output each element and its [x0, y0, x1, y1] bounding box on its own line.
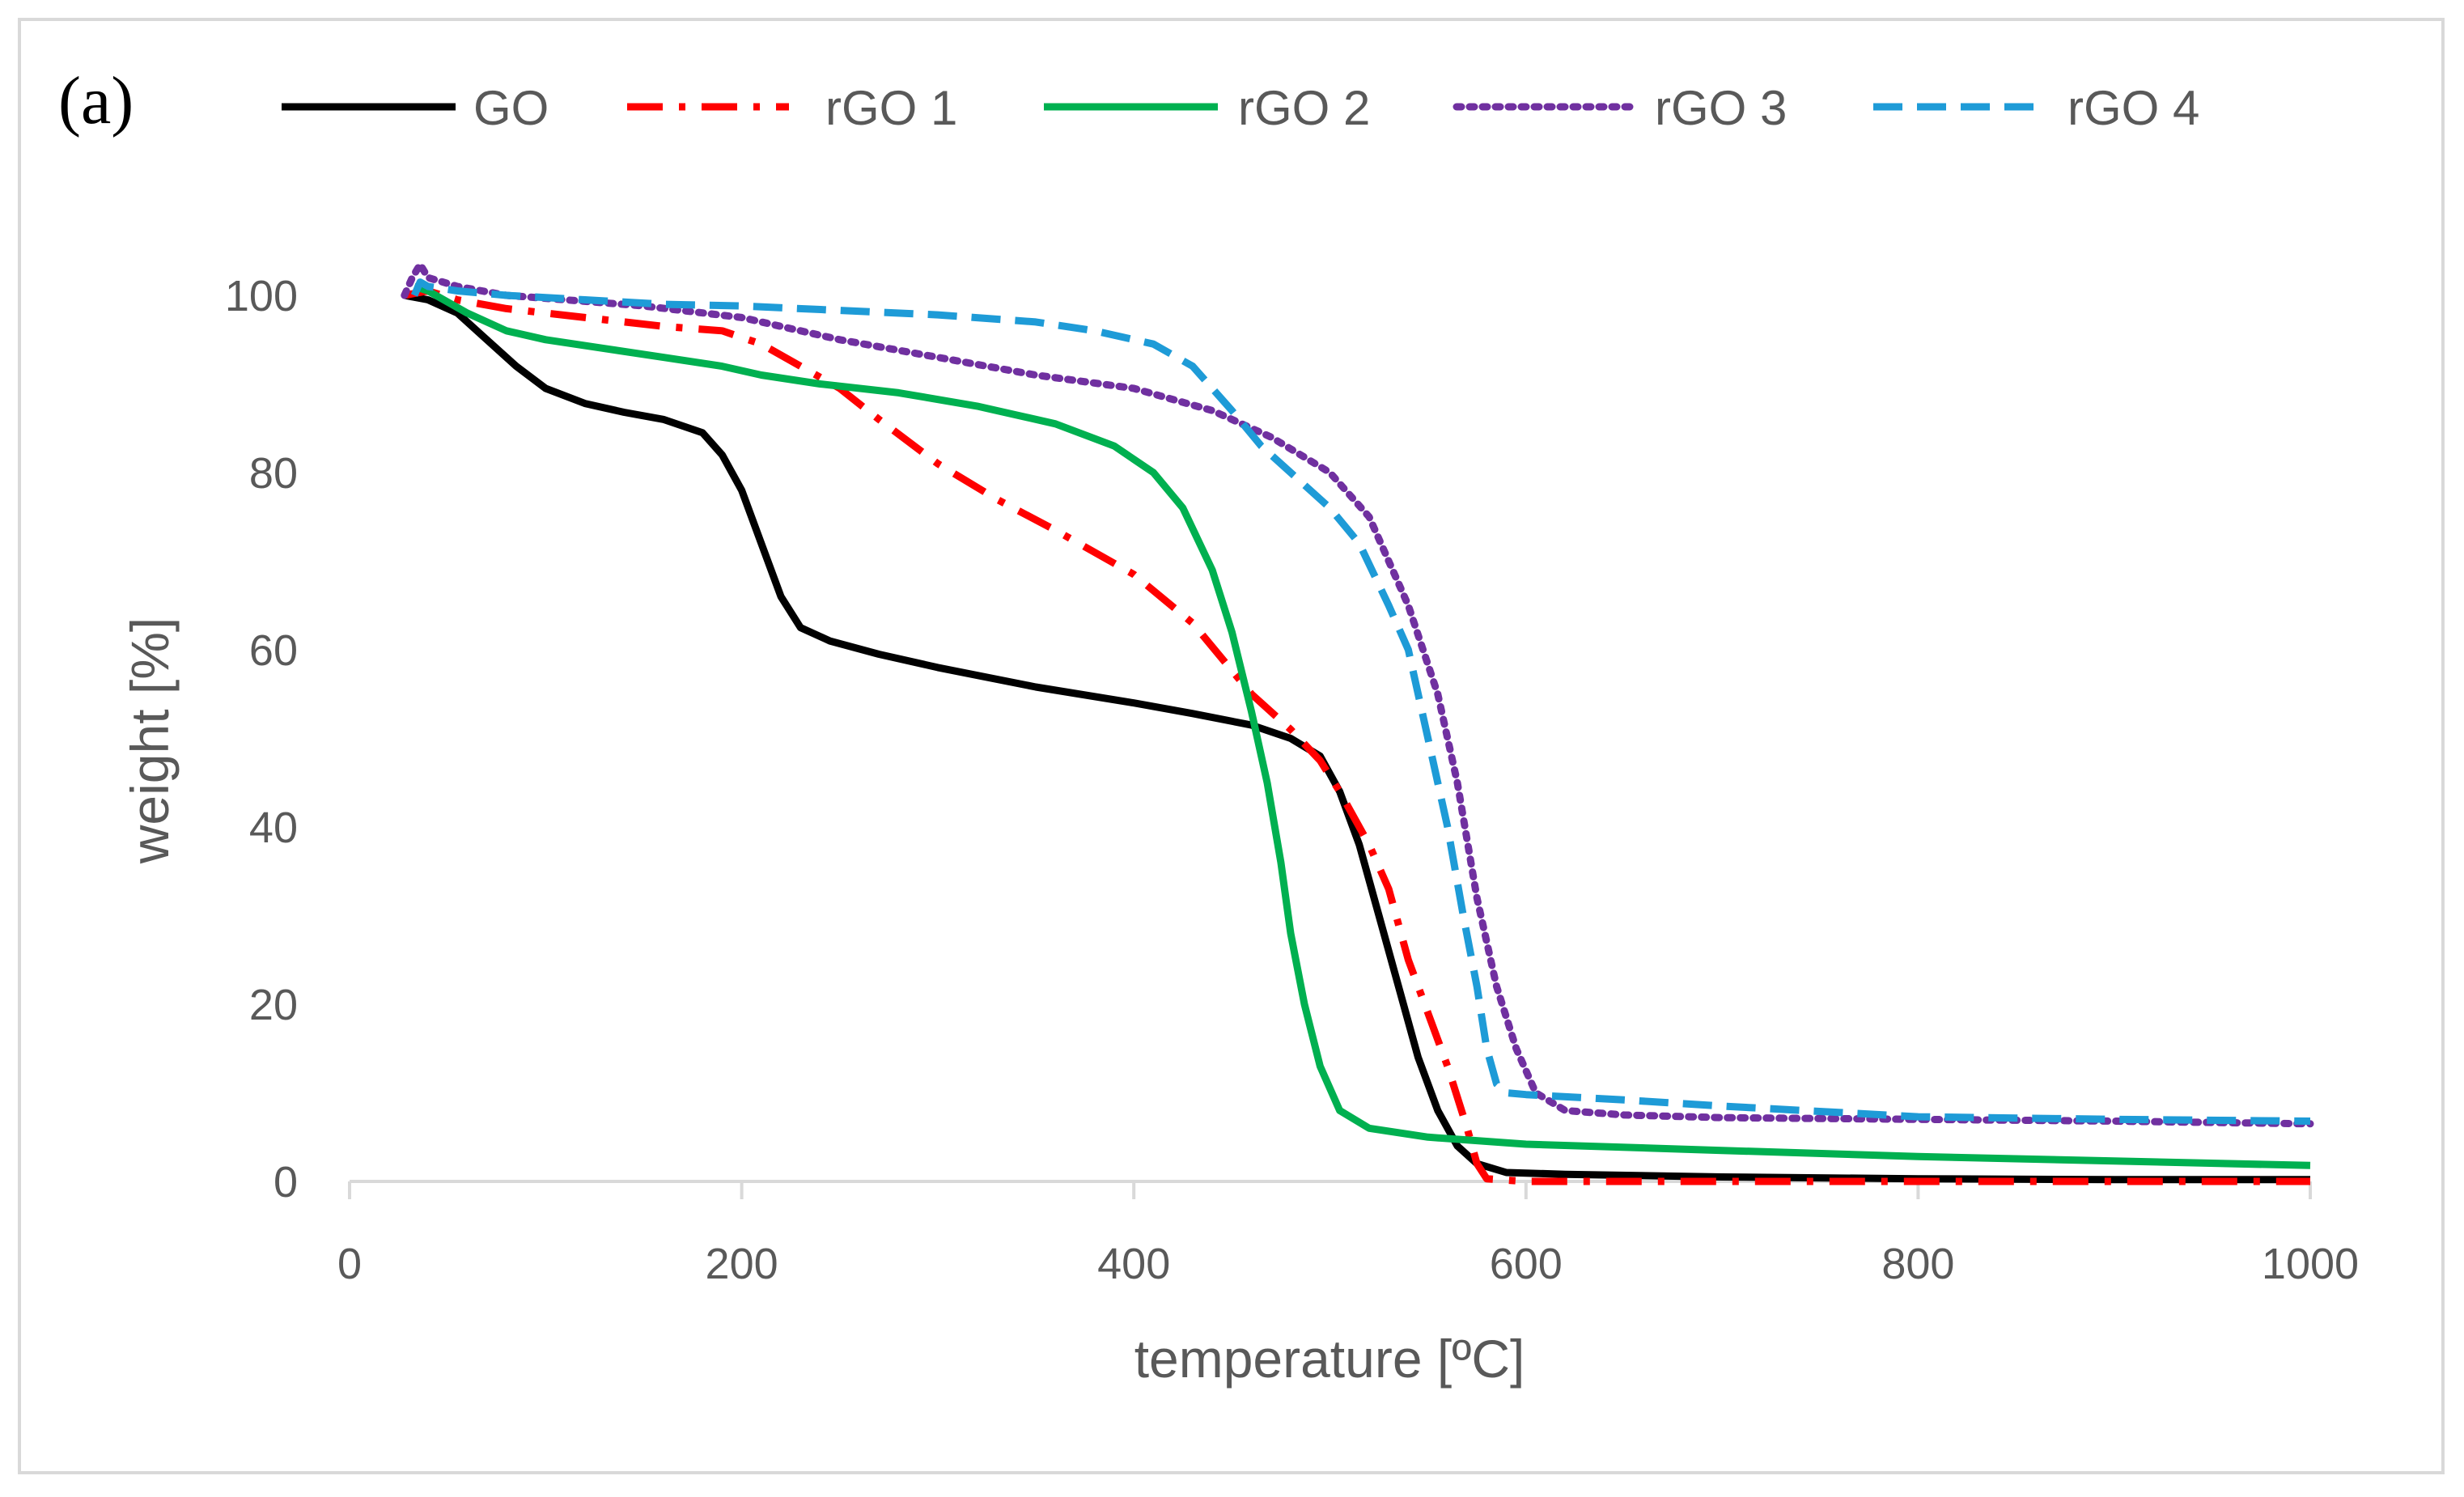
y-tick-label: 100 [225, 272, 298, 320]
y-tick-label: 60 [249, 626, 298, 675]
y-axis-ticks: 0 20 40 60 80 100 [225, 272, 298, 1207]
legend-label-rgo-3: rGO 3 [1655, 81, 1787, 135]
legend-label-rgo-1: rGO 1 [825, 81, 957, 135]
series-line-rgo-2 [413, 282, 2311, 1169]
chart-frame [18, 18, 2445, 1474]
x-tick-label: 200 [706, 1240, 778, 1288]
y-tick-label: 0 [274, 1158, 298, 1207]
panel-label: (a) [58, 63, 134, 138]
x-tick-label: 600 [1490, 1240, 1563, 1288]
legend-label-rgo-4: rGO 4 [2067, 81, 2199, 135]
x-tick-label: 0 [337, 1240, 362, 1288]
series-line-rgo-4 [410, 278, 2311, 1125]
x-tick-label: 400 [1097, 1240, 1170, 1288]
legend-label-rgo-2: rGO 2 [1238, 81, 1370, 135]
legend: GO rGO 1 rGO 2 rGO 3 rGO 4 [282, 81, 2199, 135]
x-tick-label: 1000 [2262, 1240, 2359, 1288]
y-tick-label: 20 [249, 981, 298, 1029]
series-line-rgo-3 [401, 261, 2314, 1128]
series-line-rgo-1 [403, 287, 2310, 1185]
series-line-go [403, 291, 2310, 1184]
y-tick-label: 40 [249, 804, 298, 852]
legend-label-go: GO [473, 81, 549, 135]
y-tick-label: 80 [249, 449, 298, 498]
series-group [401, 261, 2314, 1185]
x-axis-title: temperature [ºC] [1134, 1329, 1525, 1389]
y-axis-title: weight [%] [120, 617, 180, 864]
x-tick-label: 800 [1881, 1240, 1954, 1288]
x-axis-ticks: 0 200 400 600 800 1000 [337, 1181, 2359, 1288]
